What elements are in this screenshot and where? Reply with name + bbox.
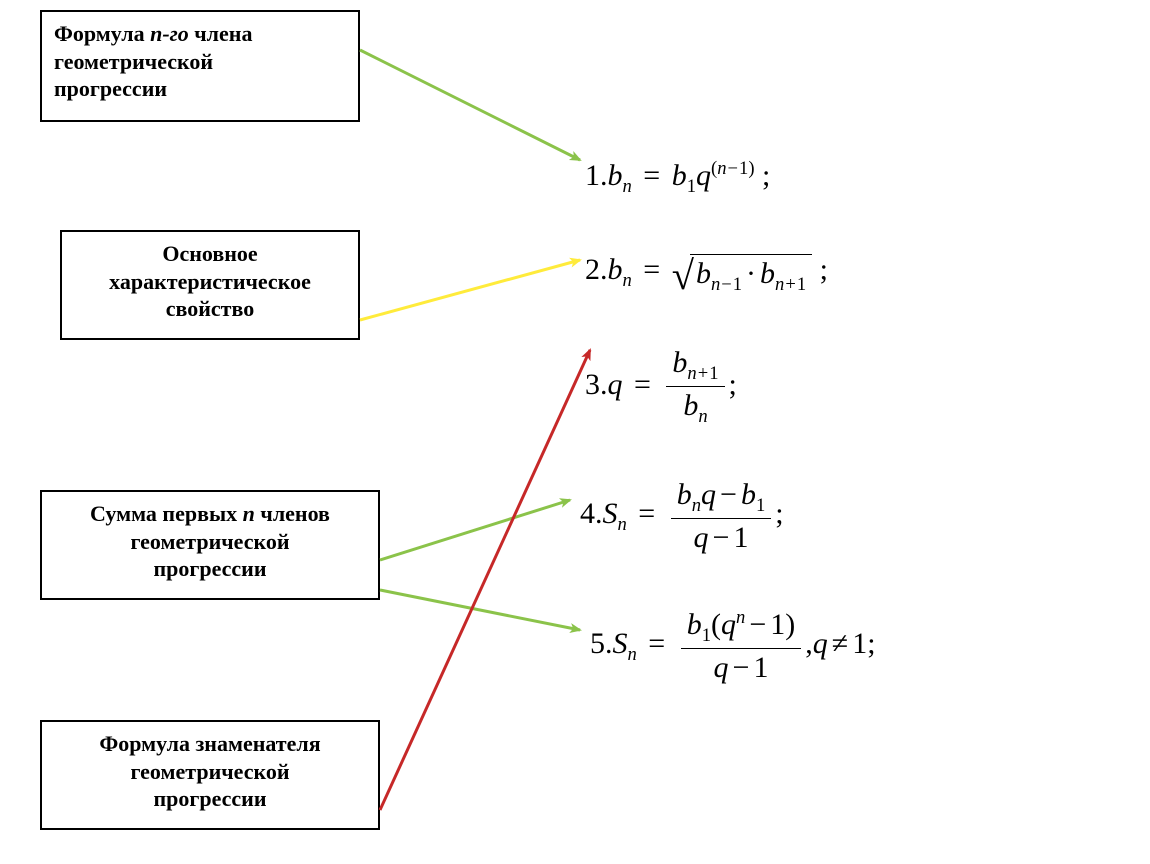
box1-l1-tail: члена xyxy=(189,21,253,46)
arrow-2 xyxy=(360,260,580,320)
formula-3: 3.q = bn+1 bn ; xyxy=(585,346,737,428)
box4-line1: Формула знаменателя xyxy=(54,730,366,758)
box3-line2: геометрической xyxy=(54,528,366,556)
box1-line1: Формула n-го члена xyxy=(54,20,346,48)
box1-line2: геометрической xyxy=(54,48,346,76)
f5-fraction: b1(qn−1) q−1 xyxy=(681,608,802,684)
f5-prefix: 5. xyxy=(590,627,613,660)
box3-l1-pre: Сумма первых xyxy=(90,501,243,526)
box3-line1: Сумма первых n членов xyxy=(54,500,366,528)
f4-fraction: bnq−b1 q−1 xyxy=(671,478,772,554)
formula-1: 1.bn = b1q(n−1) ; xyxy=(585,160,770,197)
f1-prefix: 1. xyxy=(585,159,608,192)
arrow-4 xyxy=(380,590,580,630)
f2-prefix: 2. xyxy=(585,253,608,286)
box3-l1-ital: n xyxy=(243,501,255,526)
box-sum-n-terms: Сумма первых n членов геометрической про… xyxy=(40,490,380,600)
box-characteristic: Основное характеристическое свойство xyxy=(60,230,360,340)
f2-radical: √bn−1·bn+1 xyxy=(672,250,812,295)
box4-line3: прогрессии xyxy=(54,785,366,813)
box1-l1-pre: Формула xyxy=(54,21,150,46)
box1-l1-ital: n-го xyxy=(150,21,189,46)
box3-line3: прогрессии xyxy=(54,555,366,583)
box-nth-term: Формула n-го члена геометрической прогре… xyxy=(40,10,360,122)
box1-line3: прогрессии xyxy=(54,75,346,103)
formula-5: 5.Sn = b1(qn−1) q−1 ,q≠1; xyxy=(590,608,876,684)
box2-line1: Основное xyxy=(74,240,346,268)
f4-prefix: 4. xyxy=(580,497,603,530)
box-ratio-formula: Формула знаменателя геометрической прогр… xyxy=(40,720,380,830)
f3-prefix: 3. xyxy=(585,368,608,401)
box2-line2: характеристическое xyxy=(74,268,346,296)
box4-line2: геометрической xyxy=(54,758,366,786)
f3-fraction: bn+1 bn xyxy=(666,346,724,428)
arrow-5 xyxy=(380,350,590,810)
box3-l1-post: членов xyxy=(255,501,330,526)
arrow-1 xyxy=(360,50,580,160)
formula-4: 4.Sn = bnq−b1 q−1 ; xyxy=(580,478,784,554)
diagram-canvas: Формула n-го члена геометрической прогре… xyxy=(0,0,1150,864)
formula-2: 2.bn = √bn−1·bn+1 ; xyxy=(585,250,828,295)
box2-line3: свойство xyxy=(74,295,346,323)
arrow-3 xyxy=(380,500,570,560)
